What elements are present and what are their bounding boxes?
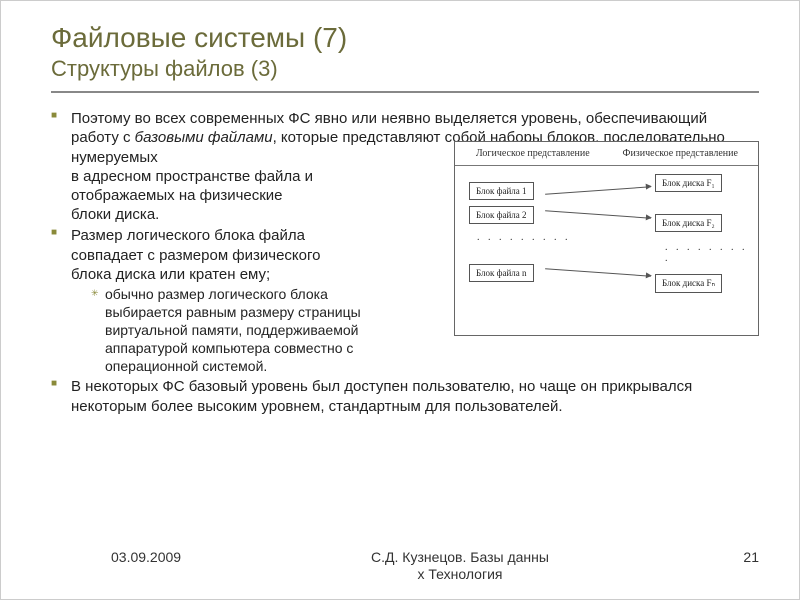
disk-block-1: Блок диска F₁ bbox=[655, 174, 722, 192]
title-block: Файловые системы (7) Структуры файлов (3… bbox=[51, 21, 759, 93]
bullet-1-em: базовыми файлами bbox=[135, 129, 273, 146]
footer-date: 03.09.2009 bbox=[51, 549, 221, 565]
bullet-2-l1: Размер логического блока файла bbox=[71, 227, 305, 244]
slide: Файловые системы (7) Структуры файлов (3… bbox=[0, 0, 800, 600]
sub-l3: виртуальной памяти, поддерживаемой bbox=[105, 322, 358, 338]
diagram-body: Блок файла 1 Блок файла 2 . . . . . . . … bbox=[455, 174, 758, 324]
bullet-2-text: Размер логического блока файла совпадает… bbox=[71, 226, 451, 284]
footer-author: С.Д. Кузнецов. Базы данны х Технология bbox=[221, 549, 699, 583]
diagram-header-left: Логическое представление bbox=[459, 148, 607, 159]
sub-l2: выбирается равным размеру страницы bbox=[105, 304, 361, 320]
diagram: Логическое представление Физическое пред… bbox=[454, 141, 759, 336]
bullet-2-l3: блока диска или кратен ему; bbox=[71, 266, 270, 283]
bullet-2-l2: совпадает с размером физического bbox=[71, 247, 321, 264]
bullet-1-tail: в адресном пространстве файла и отобража… bbox=[71, 167, 451, 225]
sub-l1: обычно размер логического блока bbox=[105, 286, 328, 302]
disk-block-n: Блок диска Fₙ bbox=[655, 274, 722, 293]
bullet-3: В некоторых ФС базовый уровень был досту… bbox=[51, 377, 759, 415]
footer-page: 21 bbox=[699, 549, 759, 565]
footer: 03.09.2009 С.Д. Кузнецов. Базы данны х Т… bbox=[51, 549, 759, 583]
dots-right: . . . . . . . . . bbox=[665, 242, 758, 264]
footer-author-l2: х Технология bbox=[418, 566, 503, 582]
arrow-n bbox=[545, 268, 651, 276]
diagram-header-right: Физическое представление bbox=[607, 148, 755, 159]
bullet-1-tail1: в адресном пространстве файла и bbox=[71, 168, 313, 185]
disk-block-2: Блок диска F₂ bbox=[655, 214, 722, 232]
footer-author-l1: С.Д. Кузнецов. Базы данны bbox=[371, 549, 549, 565]
bullet-1-tail2: отображаемых на физические bbox=[71, 187, 283, 204]
diagram-header-right-text: Физическое представление bbox=[623, 148, 738, 159]
file-block-2: Блок файла 2 bbox=[469, 206, 534, 224]
title-main: Файловые системы (7) bbox=[51, 21, 759, 55]
diagram-divider bbox=[455, 165, 758, 166]
sub-l4: аппаратурой компьютера совместно с bbox=[105, 340, 353, 356]
file-block-1: Блок файла 1 bbox=[469, 182, 534, 200]
diagram-header: Логическое представление Физическое пред… bbox=[455, 142, 758, 163]
file-block-n: Блок файла n bbox=[469, 264, 534, 282]
bullet-1-tail3: блоки диска. bbox=[71, 206, 159, 223]
dots-left: . . . . . . . . . bbox=[477, 232, 571, 243]
sub-bullet-1-text: обычно размер логического блока выбирает… bbox=[105, 286, 445, 376]
sub-l5: операционной системой. bbox=[105, 358, 267, 374]
diagram-header-left-text: Логическое представление bbox=[476, 148, 590, 159]
content-area: Поэтому во всех современных ФС явно или … bbox=[51, 109, 759, 416]
title-sub: Структуры файлов (3) bbox=[51, 55, 759, 84]
arrow-1 bbox=[545, 186, 651, 194]
arrow-2 bbox=[545, 210, 651, 218]
